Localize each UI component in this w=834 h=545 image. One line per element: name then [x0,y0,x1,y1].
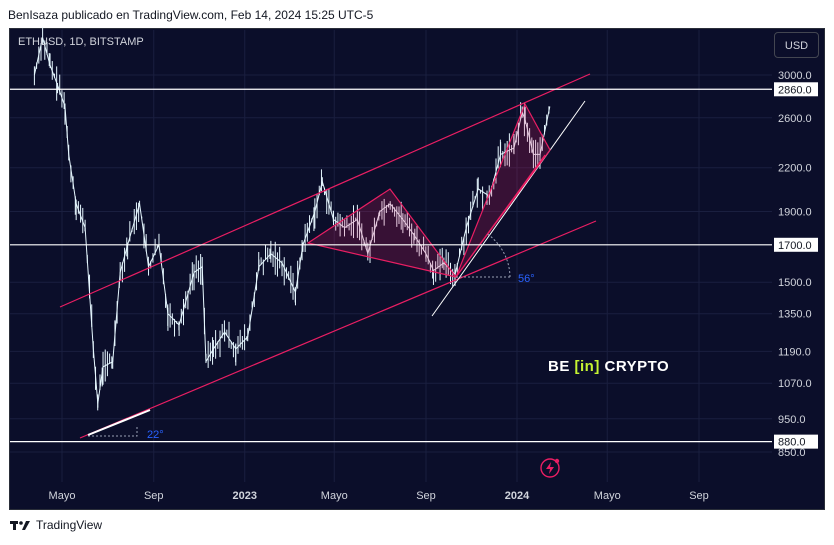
price-series [33,27,551,411]
channel-upper-line [59,73,591,308]
price-axis: 3000.0 2600.0 2200.0 1900.0 1500.0 1350.0 1190… [778,70,812,459]
price-tag-label: 1700.0 [778,240,812,252]
x-tick-label: 2024 [505,490,530,502]
y-tick-label: 1500.0 [778,277,812,289]
angle-line-22 [87,409,151,436]
brand-watermark: BE [in] CRYPTO [548,358,669,375]
publisher-line: BenIsaza publicado en TradingView.com, F… [8,8,374,22]
triangle-pattern-2 [455,102,551,278]
x-tick-label: Mayo [321,490,348,502]
price-tag-label: 2860.0 [778,84,812,96]
footer[interactable]: TradingView [10,518,102,532]
y-tick-label: 1350.0 [778,309,812,321]
x-tick-label: Sep [144,490,164,502]
price-tag-label: 880.0 [778,437,806,449]
angle-label-22: 22° [147,429,164,441]
triangle-pattern-1 [306,188,458,278]
brand-right: CRYPTO [604,358,670,375]
horizontal-levels [10,88,772,443]
y-tick-label: 2600.0 [778,113,812,125]
price-tag-bg [774,237,818,252]
angle-arc-56 [485,232,511,278]
lightning-icon [540,458,560,478]
y-tick-label: 2200.0 [778,163,812,175]
y-tick-label: 1190.0 [778,346,811,358]
channel-lower-line [79,220,597,439]
price-tags: 2860.0 1700.0 880.0 [774,82,818,449]
brand-left: BE [548,358,570,375]
breakout-line [455,154,546,278]
y-tick-label: 950.0 [778,414,806,426]
time-axis: Mayo Sep 2023 Mayo Sep 2024 Mayo Sep [49,490,709,502]
trend-line-white [431,100,586,317]
currency-button[interactable]: USD [774,32,819,58]
x-tick-label: Sep [416,490,436,502]
tradingview-logo-icon [10,521,30,530]
price-tag-bg [774,82,818,97]
y-tick-label: 1070.0 [778,378,812,390]
angle-label-56: 56° [518,273,535,285]
x-tick-label: Mayo [594,490,621,502]
x-tick-label: 2023 [233,490,257,502]
y-tick-label: 3000.0 [778,70,812,82]
symbol-legend: ETHUSD, 1D, BITSTAMP [18,36,144,48]
x-tick-label: Mayo [49,490,76,502]
x-tick-label: Sep [689,490,709,502]
brand-middle: [in] [574,358,600,375]
price-tag-bg [774,434,818,449]
angle-arc-22 [88,426,138,437]
drawings-layer [59,73,597,439]
footer-label: TradingView [36,518,103,532]
y-tick-label: 850.0 [778,447,806,459]
y-tick-label: 1900.0 [778,207,812,219]
